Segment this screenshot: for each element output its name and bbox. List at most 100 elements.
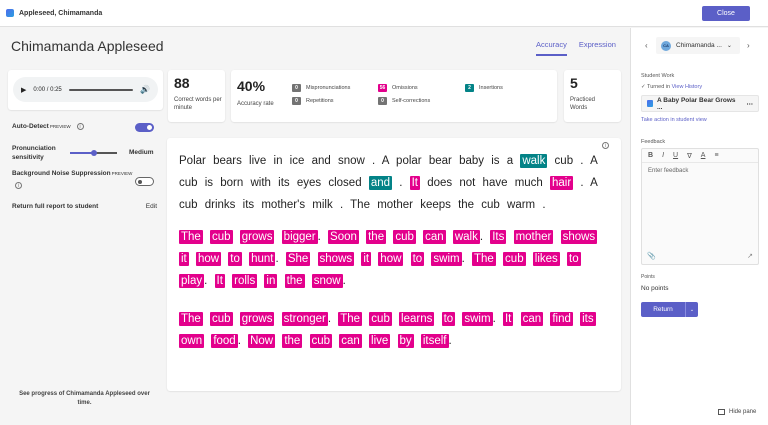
omitted-word[interactable]: It (214, 274, 225, 288)
omitted-word[interactable]: swim (462, 312, 493, 326)
omitted-word[interactable]: to (567, 252, 581, 266)
omitted-word[interactable]: find (550, 312, 573, 326)
omitted-word[interactable]: The (338, 312, 363, 326)
info-icon[interactable]: i (76, 123, 84, 130)
omitted-word[interactable]: cub (369, 312, 392, 326)
omitted-word[interactable]: Now (248, 334, 276, 348)
omitted-word[interactable]: rolls (232, 274, 258, 288)
omitted-word[interactable]: to (410, 252, 425, 266)
omitted-word[interactable]: by (397, 334, 414, 348)
word: . (448, 335, 452, 347)
omitted-word[interactable]: The (472, 252, 496, 266)
next-student-icon[interactable]: › (747, 41, 750, 50)
omitted-word[interactable]: the (366, 230, 387, 244)
omitted-word[interactable]: stronger (281, 312, 328, 326)
omitted-word[interactable]: own (179, 334, 205, 348)
omitted-word[interactable]: likes (532, 252, 560, 266)
omitted-word[interactable]: swim (431, 252, 462, 266)
omitted-word[interactable]: cub (210, 312, 233, 326)
omitted-word[interactable]: to (228, 252, 242, 266)
omitted-word[interactable]: She (285, 252, 311, 266)
volume-icon[interactable]: 🔊 (140, 85, 150, 94)
omitted-word[interactable]: grows (239, 230, 275, 244)
expand-icon[interactable]: ↗ (747, 253, 753, 260)
bold-icon[interactable]: B (648, 152, 654, 159)
inserted-word[interactable]: and (368, 176, 392, 190)
omitted-word[interactable]: it (179, 252, 189, 266)
bullet-list-icon[interactable]: ≡ (714, 152, 719, 159)
omitted-word[interactable]: live (369, 334, 391, 348)
omitted-word[interactable]: Its (490, 230, 507, 244)
inserted-word[interactable]: walk (520, 154, 548, 168)
omitted-word[interactable]: The (179, 312, 203, 326)
omitted-word[interactable]: itself (420, 334, 449, 348)
word: in (273, 155, 283, 167)
attach-icon[interactable]: 📎 (647, 253, 656, 260)
view-history-link[interactable]: View History (671, 84, 703, 90)
noise-suppression-toggle[interactable] (135, 177, 154, 186)
word: polar (396, 155, 422, 167)
audio-seek-bar[interactable] (68, 88, 134, 91)
omitted-word[interactable]: The (179, 230, 203, 244)
omitted-word[interactable]: food (211, 334, 238, 348)
edit-link[interactable]: Edit (145, 203, 157, 210)
omitted-word[interactable]: can (339, 334, 362, 348)
omitted-word[interactable]: in (264, 274, 278, 288)
omitted-word[interactable]: hunt (249, 252, 276, 266)
omitted-word[interactable]: cub (393, 230, 416, 244)
chevron-down-icon[interactable]: ⌄ (689, 306, 695, 313)
tab-bar: Accuracy Expression (536, 40, 616, 56)
omitted-word[interactable]: can (520, 312, 544, 326)
omitted-word[interactable]: snow (311, 274, 343, 288)
passage-paragraph-3: The cub grows stronger. The cub learns t… (179, 308, 609, 352)
omitted-word[interactable]: shows (317, 252, 355, 266)
feedback-editor[interactable]: B I U ∇ A ≡ Enter feedback 📎 ↗ (641, 148, 759, 265)
omitted-word[interactable]: learns (399, 312, 435, 326)
omitted-word[interactable]: cub (210, 230, 233, 244)
omitted-word[interactable]: walk (452, 230, 480, 244)
feedback-input[interactable]: Enter feedback (648, 168, 689, 174)
highlight-icon[interactable]: ∇ (687, 152, 692, 160)
omitted-word[interactable]: it (361, 252, 372, 266)
return-button[interactable]: Return ⌄ (641, 302, 698, 317)
slider-knob[interactable] (91, 149, 97, 156)
omitted-word[interactable]: bigger (281, 230, 318, 244)
omitted-word[interactable]: hair (550, 176, 574, 190)
info-icon[interactable]: i (602, 142, 609, 149)
auto-detect-toggle[interactable] (135, 123, 154, 132)
omitted-word[interactable]: to (441, 312, 456, 326)
close-button[interactable]: Close (702, 6, 750, 21)
take-action-link[interactable]: Take action in student view (641, 117, 707, 123)
omitted-word[interactable]: its (580, 312, 596, 326)
student-selector[interactable]: CA Chimamanda ... ⌄ (656, 37, 740, 54)
hide-pane-button[interactable]: Hide pane (718, 409, 756, 415)
italic-icon[interactable]: I (662, 152, 665, 159)
underline-icon[interactable]: U (673, 152, 679, 159)
omitted-word[interactable]: the (282, 334, 303, 348)
sensitivity-slider[interactable] (70, 149, 117, 156)
tab-accuracy[interactable]: Accuracy (536, 40, 567, 56)
more-options-icon[interactable]: ⋯ (746, 100, 754, 108)
omitted-word[interactable]: Soon (328, 230, 359, 244)
omitted-word[interactable]: grows (239, 312, 275, 326)
omitted-word[interactable]: It (409, 176, 420, 190)
omitted-word[interactable]: how (195, 252, 222, 266)
omitted-word[interactable]: how (378, 252, 404, 266)
accuracy-label: Accuracy rate (237, 101, 274, 107)
count-mispronunciations: 0 Mispronunciations (292, 84, 350, 92)
omitted-word[interactable]: mother (513, 230, 554, 244)
play-icon[interactable]: ▶ (21, 86, 27, 94)
omitted-word[interactable]: cub (309, 334, 333, 348)
omitted-word[interactable]: It (502, 312, 514, 326)
student-work-file[interactable]: A Baby Polar Bear Grows ... ⋯ (641, 95, 759, 112)
omitted-word[interactable]: can (423, 230, 446, 244)
prev-student-icon[interactable]: ‹ (645, 41, 648, 50)
font-color-icon[interactable]: A (700, 152, 706, 159)
omitted-word[interactable]: cub (503, 252, 526, 266)
omitted-word[interactable]: shows (560, 230, 598, 244)
correct-wpm-card: 88 Correct words per minute (168, 70, 225, 122)
omitted-word[interactable]: play (179, 274, 205, 288)
info-icon[interactable]: i (15, 182, 22, 189)
tab-expression[interactable]: Expression (578, 40, 616, 49)
omitted-word[interactable]: the (284, 274, 305, 288)
